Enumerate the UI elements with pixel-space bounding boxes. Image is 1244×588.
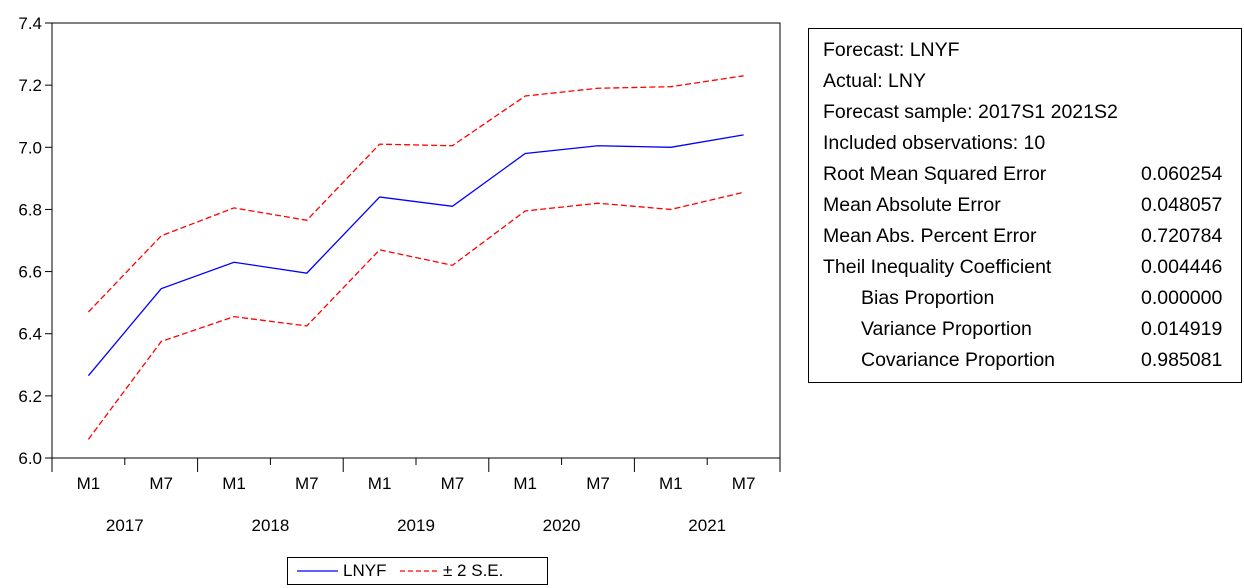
y-tick-label: 7.0 xyxy=(18,138,42,157)
stat-value-rmse: 0.060254 xyxy=(1141,163,1223,185)
x-tick-label: M1 xyxy=(368,474,392,493)
y-tick-label: 6.6 xyxy=(18,263,42,282)
stat-label-bias: Bias Proportion xyxy=(861,287,995,309)
stat-label-covariance: Covariance Proportion xyxy=(861,349,1056,371)
y-tick-label: 6.8 xyxy=(18,200,42,219)
legend-swatch-se xyxy=(400,570,438,572)
chart-legend: LNYF ± 2 S.E. xyxy=(287,557,548,585)
stat-value-covariance: 0.985081 xyxy=(1141,349,1223,371)
stat-value-theil: 0.004446 xyxy=(1141,256,1223,278)
x-tick-label: M7 xyxy=(441,474,465,493)
x-tick-label: M7 xyxy=(586,474,610,493)
x-year-label: 2020 xyxy=(543,516,581,535)
stat-label-variance: Variance Proportion xyxy=(861,318,1032,340)
y-tick-label: 7.4 xyxy=(18,14,42,33)
x-tick-label: M7 xyxy=(295,474,319,493)
x-year-label: 2018 xyxy=(251,516,289,535)
forecast-statistics-box: Forecast: LNYF Actual: LNY Forecast samp… xyxy=(808,28,1242,383)
x-tick-label: M1 xyxy=(77,474,101,493)
plot-frame xyxy=(51,22,781,459)
forecast-chart: 6.0 6.2 6.4 6.6 6.8 7.0 7.2 7.4 M1 M7 M1 M7 M1 M7 M1 M7… xyxy=(18,14,781,535)
x-tick-label: M1 xyxy=(513,474,537,493)
included-observations: Included observations: 10 xyxy=(823,132,1046,154)
legend-label-lnyf: LNYF xyxy=(343,561,387,580)
stat-value-mape: 0.720784 xyxy=(1141,225,1223,247)
actual-name: Actual: LNY xyxy=(823,70,926,92)
stat-value-bias: 0.000000 xyxy=(1141,287,1223,309)
x-tick-label: M1 xyxy=(659,474,683,493)
stat-label-theil: Theil Inequality Coefficient xyxy=(823,256,1052,278)
x-year-label: 2017 xyxy=(106,516,144,535)
series-line-lnyf xyxy=(87,134,744,377)
stat-label-mape: Mean Abs. Percent Error xyxy=(823,225,1037,247)
stat-value-mae: 0.048057 xyxy=(1141,194,1223,216)
legend-label-se: ± 2 S.E. xyxy=(443,561,504,580)
y-tick-label: 6.4 xyxy=(18,325,42,344)
stat-value-variance: 0.014919 xyxy=(1141,318,1223,340)
x-year-label: 2019 xyxy=(397,516,435,535)
x-tick-label: M7 xyxy=(732,474,756,493)
x-tick-label: M7 xyxy=(149,474,173,493)
stat-label-rmse: Root Mean Squared Error xyxy=(823,163,1047,185)
y-tick-label: 6.2 xyxy=(18,387,42,406)
series-line-se-lower xyxy=(87,191,744,440)
forecast-name: Forecast: LNYF xyxy=(823,39,960,61)
series-line-se-upper xyxy=(87,75,744,313)
y-tick-label: 7.2 xyxy=(18,76,42,95)
stat-label-mae: Mean Absolute Error xyxy=(823,194,1001,216)
x-year-label: 2021 xyxy=(688,516,726,535)
x-tick-label: M1 xyxy=(222,474,246,493)
legend-swatch-lnyf xyxy=(297,570,338,572)
forecast-sample: Forecast sample: 2017S1 2021S2 xyxy=(823,101,1118,123)
y-tick-label: 6.0 xyxy=(18,449,42,468)
